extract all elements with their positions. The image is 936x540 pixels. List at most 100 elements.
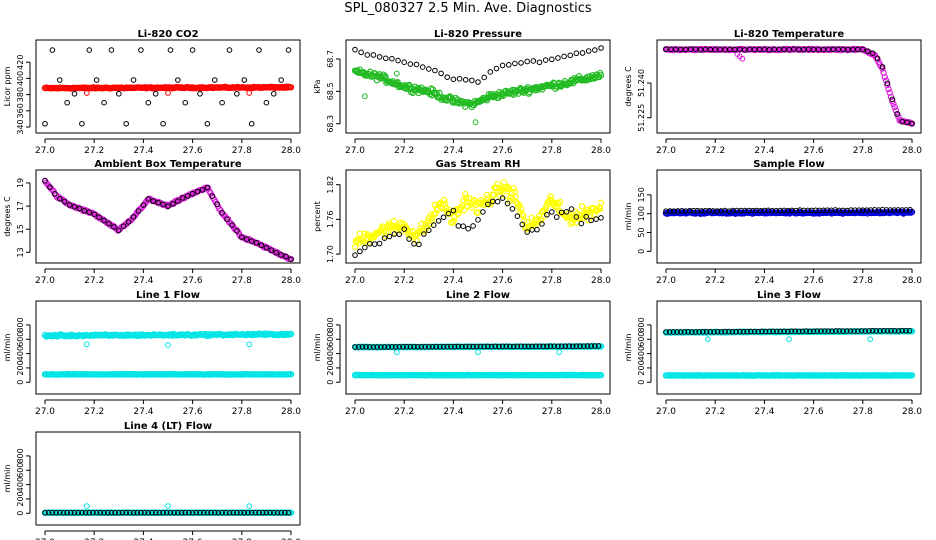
data-point [175,77,181,83]
data-point [163,509,170,516]
data-point [873,328,880,334]
data-point [700,328,706,335]
data-point [53,509,59,516]
chart-boxtemp: Ambient Box Temperature degrees C 27.0 27.2… [3,159,301,286]
y-tick-label: 800 [326,317,335,332]
data-point [138,47,144,53]
data-point [536,59,543,66]
plot-frame [656,169,922,264]
data-point [140,202,147,208]
y-axis-label: degrees C [3,196,12,237]
data-point [765,207,772,214]
data-point [689,329,695,335]
x-tick-label: 27.0 [35,538,55,540]
y-tick-label: 420 [16,55,25,70]
data-point [818,328,824,334]
data-point [101,217,107,224]
data-point [796,328,802,335]
data-point [759,328,765,335]
y-tick-label: 100 [637,206,646,221]
series-co2 [41,83,295,96]
data-point [395,57,401,64]
data-point [597,371,605,379]
data-point [879,64,886,70]
y-axis-label: ml/min [624,203,633,231]
data-point [461,190,469,198]
x-tick-label: 28.0 [281,276,301,286]
chart-title: Ambient Box Temperature [94,159,241,170]
data-point [389,55,395,62]
data-point [730,207,736,214]
data-point [278,77,284,83]
data-point [887,207,894,213]
x-tick-label: 27.4 [443,407,463,417]
data-point [804,207,811,214]
data-point [597,72,605,79]
data-point [862,328,869,334]
data-point [352,252,358,258]
data-point [555,55,561,61]
x-tick-label: 27.8 [542,276,562,286]
data-point [433,343,439,350]
data-point [116,90,122,97]
y-tick-label: 51.225 [637,104,646,132]
data-point [211,509,218,516]
data-point [385,344,392,350]
data-point [573,343,580,349]
data-point [525,343,532,350]
data-point [666,329,673,335]
data-point [737,328,743,335]
data-point [178,509,185,516]
data-point [784,328,791,335]
data-point [263,244,270,251]
x-tick-label: 27.4 [133,538,153,540]
data-point [461,207,468,214]
data-point [561,53,567,60]
y-tick-label: 0 [16,380,25,385]
plot-area [41,330,295,378]
series-low [351,371,605,379]
data-point [518,343,524,350]
outlier-point [734,51,741,57]
data-point [455,210,462,217]
data-point [690,207,697,214]
chart-title: Gas Stream RH [436,159,521,170]
data-point [685,328,691,335]
data-point [389,344,395,350]
y-tick-label: 800 [637,317,646,332]
data-point [111,224,117,230]
data-point [816,207,823,214]
data-point [219,509,225,516]
x-tick-label: 27.6 [183,276,203,286]
data-point [714,328,721,335]
data-point [200,509,207,516]
data-point [856,207,862,213]
series-raw [663,46,915,127]
data-point [426,227,432,234]
data-point [422,344,428,350]
outlier-point [246,503,253,509]
data-point [884,80,891,87]
chart-title: Line 3 Flow [757,290,821,301]
data-point [363,344,369,350]
series-raw [663,327,913,335]
data-point [485,201,491,208]
chart-title: Sample Flow [753,159,825,170]
data-point [278,509,284,516]
data-point [386,233,393,240]
outlier-point [83,503,90,509]
data-point [488,343,495,350]
chart-li820temp: Li-820 Temperature degrees C 27.0 27.2 27.4 2… [624,29,922,156]
data-point [364,52,371,58]
data-point [529,343,535,350]
data-point [223,509,229,516]
plot-frame [35,431,301,526]
data-point [360,238,367,245]
data-point [671,208,677,214]
series-raw [352,195,604,258]
data-point [563,209,570,215]
data-point [119,509,126,516]
data-point [224,216,230,223]
chart-line1: Line 1 Flow ml/min 27.0 27.2 27.4 27.6 27.8 28.… [3,290,301,417]
